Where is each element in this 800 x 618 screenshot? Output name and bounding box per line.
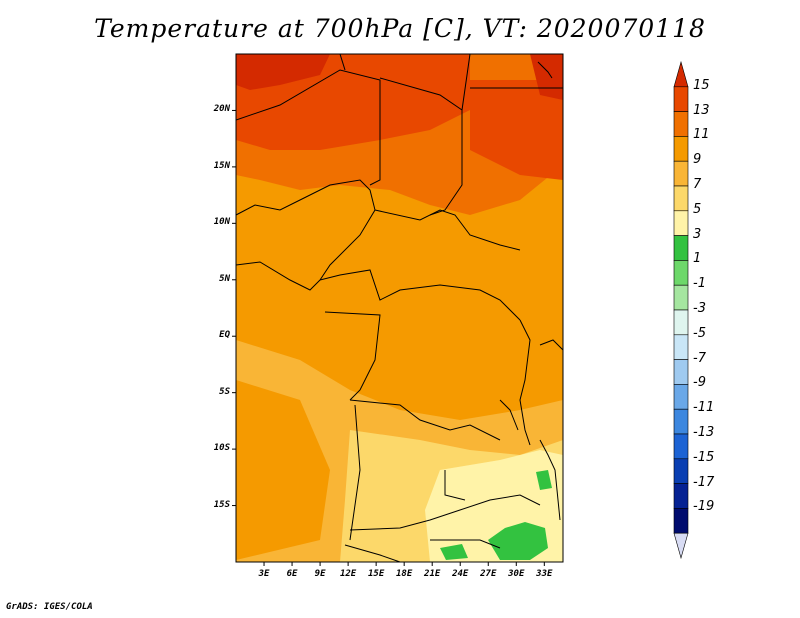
colorbar-swatch bbox=[673, 111, 689, 137]
colorbar-label: 15 bbox=[693, 77, 710, 93]
colorbar-label: 7 bbox=[693, 177, 702, 192]
colorbar-swatch bbox=[673, 458, 689, 484]
lat-tick-label: 5S bbox=[219, 386, 230, 397]
colorbar-label: 5 bbox=[693, 201, 702, 217]
field-green-1 bbox=[488, 522, 548, 560]
field-hottest-nw bbox=[236, 54, 330, 90]
colorbar-swatch bbox=[673, 136, 689, 162]
field-hot-northeast bbox=[470, 80, 563, 180]
colorbar-label: -5 bbox=[693, 325, 706, 341]
colorbar-label: -13 bbox=[693, 425, 715, 440]
colorbar-label: -3 bbox=[693, 301, 706, 316]
colorbar-label: -15 bbox=[693, 449, 715, 465]
colorbar-swatch bbox=[673, 185, 689, 212]
colorbar-swatch bbox=[673, 334, 689, 360]
lon-tick-label: 6E bbox=[286, 569, 298, 579]
axis-ticks bbox=[232, 109, 545, 566]
lon-tick-label: 9E bbox=[314, 569, 326, 579]
colorbar-swatch bbox=[673, 532, 689, 560]
field-green-2 bbox=[440, 544, 468, 560]
colorbar-swatch bbox=[673, 210, 689, 236]
colorbar-swatch bbox=[673, 483, 689, 509]
lon-tick-label: 24E bbox=[452, 569, 469, 579]
colorbar-label: -17 bbox=[693, 474, 715, 490]
lon-tick-label: 27E bbox=[480, 569, 497, 579]
colorbar-label: -9 bbox=[693, 375, 706, 391]
lon-tick-label: 33E bbox=[536, 569, 553, 579]
field-green-3 bbox=[536, 470, 552, 490]
lon-tick-label: 21E bbox=[424, 569, 441, 579]
colorbar-label: -1 bbox=[693, 276, 706, 292]
lat-tick-label: 20N bbox=[213, 104, 230, 115]
colorbar-swatch bbox=[673, 235, 689, 261]
lon-tick-label: 30E bbox=[508, 569, 525, 579]
colorbar-label: -11 bbox=[693, 400, 715, 416]
colorbar-swatch bbox=[673, 284, 689, 311]
colorbar-swatch bbox=[673, 160, 689, 187]
map-frame bbox=[235, 53, 564, 563]
colorbar-swatch bbox=[673, 384, 689, 410]
lon-tick-label: 18E bbox=[396, 569, 413, 579]
colorbar-label: 13 bbox=[693, 102, 710, 118]
country-borders bbox=[236, 54, 563, 562]
colorbar-swatch bbox=[673, 508, 689, 534]
lon-tick-label: 3E bbox=[258, 569, 270, 579]
colorbar-label: 1 bbox=[693, 251, 702, 267]
colorbar-swatch bbox=[673, 60, 689, 88]
colorbar bbox=[673, 60, 689, 560]
lon-tick-label: 12E bbox=[339, 569, 357, 579]
colorbar-label: -7 bbox=[693, 350, 706, 366]
colorbar-swatch bbox=[673, 86, 689, 112]
lat-tick-label: 10S bbox=[213, 443, 230, 454]
lat-tick-label: 15N bbox=[213, 160, 230, 171]
lon-tick-label: 15E bbox=[368, 569, 385, 579]
chart-title: Temperature at 700hPa [C], VT: 202007011… bbox=[94, 14, 706, 43]
colorbar-swatch bbox=[673, 408, 689, 435]
colorbar-label: 3 bbox=[693, 226, 702, 242]
lat-tick-label: 5N bbox=[219, 273, 230, 284]
colorbar-label: 9 bbox=[693, 152, 702, 168]
colorbar-swatch bbox=[673, 309, 689, 336]
lat-tick-label: 15S bbox=[213, 499, 230, 510]
temperature-field bbox=[236, 54, 563, 562]
colorbar-swatch bbox=[673, 359, 689, 385]
colorbar-label: 11 bbox=[693, 127, 710, 143]
grads-credit: GrADS: IGES/COLA bbox=[6, 602, 93, 612]
lat-tick-label: 10N bbox=[213, 217, 230, 228]
field-west-band bbox=[236, 380, 330, 560]
colorbar-swatch bbox=[673, 260, 689, 286]
colorbar-swatch bbox=[673, 433, 689, 460]
colorbar-label: -19 bbox=[693, 499, 715, 515]
lat-tick-label: EQ bbox=[219, 330, 230, 341]
